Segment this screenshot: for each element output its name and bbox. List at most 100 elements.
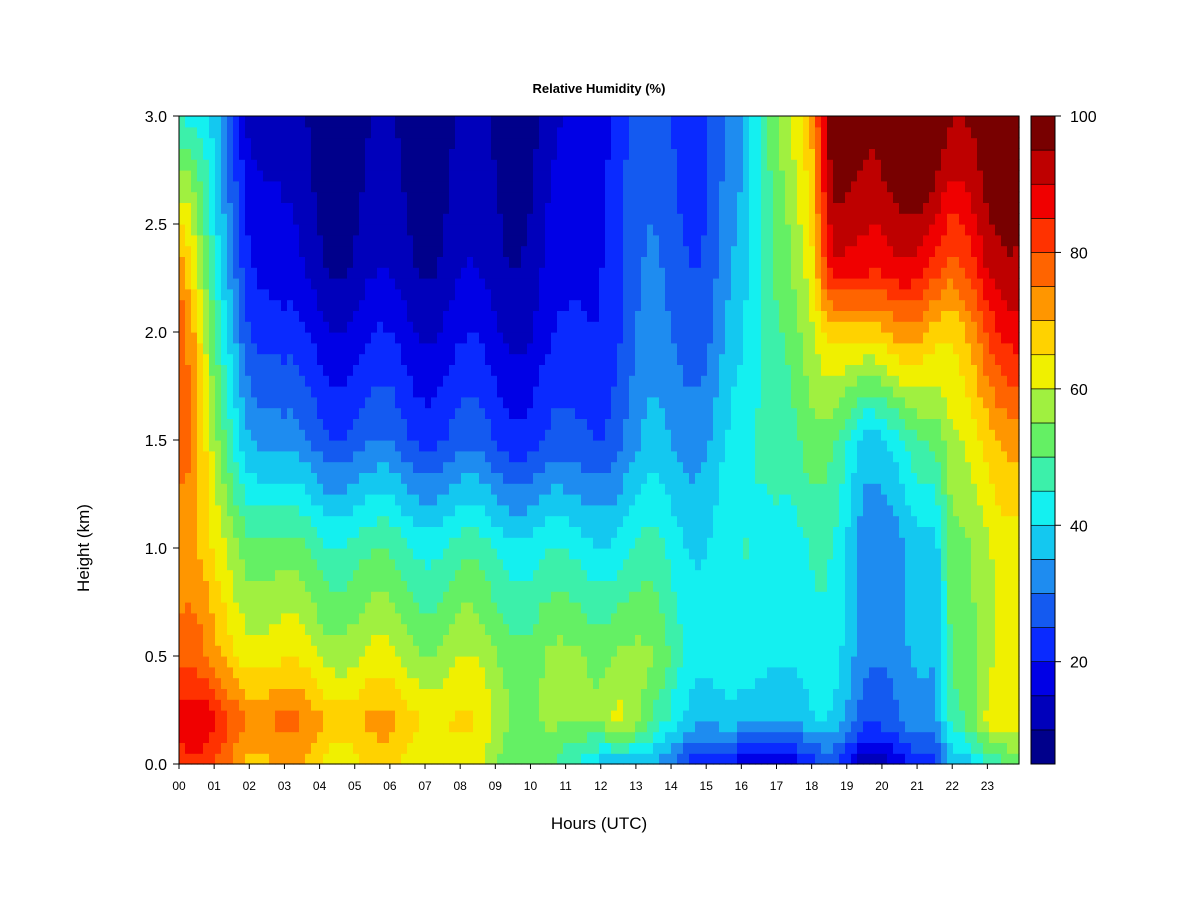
heatmap-cell bbox=[365, 224, 372, 236]
heatmap-cell bbox=[611, 148, 618, 160]
heatmap-cell bbox=[473, 483, 480, 495]
heatmap-cell bbox=[371, 213, 378, 225]
heatmap-cell bbox=[533, 623, 540, 635]
heatmap-cell bbox=[491, 742, 498, 754]
heatmap-cell bbox=[647, 742, 654, 754]
heatmap-cell bbox=[287, 278, 294, 290]
heatmap-cell bbox=[275, 364, 282, 376]
heatmap-cell bbox=[581, 429, 588, 441]
heatmap-cell bbox=[623, 321, 630, 333]
heatmap-cell bbox=[599, 278, 606, 290]
heatmap-cell bbox=[299, 407, 306, 419]
heatmap-cell bbox=[665, 483, 672, 495]
heatmap-cell bbox=[623, 148, 630, 160]
heatmap-cell bbox=[191, 180, 198, 193]
heatmap-cell bbox=[647, 548, 654, 560]
heatmap-cell bbox=[347, 688, 354, 700]
heatmap-cell bbox=[587, 666, 594, 679]
heatmap-cell bbox=[407, 483, 414, 495]
heatmap-cell bbox=[257, 634, 264, 646]
heatmap-cell bbox=[251, 666, 258, 679]
heatmap-cell bbox=[395, 245, 402, 257]
heatmap-cell bbox=[551, 386, 558, 398]
heatmap-cell bbox=[203, 234, 210, 247]
heatmap-cell bbox=[335, 677, 342, 689]
heatmap-cell bbox=[227, 245, 234, 257]
heatmap-cell bbox=[287, 407, 294, 419]
heatmap-cell bbox=[641, 202, 648, 214]
heatmap-cell bbox=[449, 180, 456, 193]
heatmap-cell bbox=[275, 483, 282, 495]
heatmap-cell bbox=[563, 558, 570, 571]
heatmap-cell bbox=[257, 656, 264, 668]
heatmap-cell bbox=[401, 602, 408, 614]
heatmap-cell bbox=[359, 364, 366, 376]
heatmap-cell bbox=[371, 710, 378, 722]
heatmap-cell bbox=[233, 731, 240, 743]
heatmap-cell bbox=[581, 191, 588, 203]
heatmap-cell bbox=[467, 753, 474, 765]
heatmap-cell bbox=[401, 256, 408, 268]
heatmap-cell bbox=[533, 137, 540, 149]
heatmap-cell bbox=[371, 116, 378, 128]
heatmap-cell bbox=[437, 483, 444, 495]
heatmap-cell bbox=[563, 180, 570, 193]
heatmap-cell bbox=[263, 256, 270, 268]
heatmap-cell bbox=[299, 353, 306, 365]
heatmap-cell bbox=[401, 396, 408, 409]
heatmap-cell bbox=[203, 710, 210, 722]
heatmap-cell bbox=[581, 537, 588, 549]
heatmap-cell bbox=[239, 580, 246, 592]
heatmap-cell bbox=[263, 137, 270, 149]
heatmap-cell bbox=[455, 342, 462, 355]
heatmap-cell bbox=[413, 472, 420, 484]
heatmap-cell bbox=[203, 213, 210, 225]
heatmap-cell bbox=[461, 634, 468, 646]
heatmap-cell bbox=[671, 440, 678, 452]
heatmap-cell bbox=[221, 213, 228, 225]
heatmap-cell bbox=[407, 645, 414, 657]
heatmap-cell bbox=[587, 450, 594, 463]
heatmap-cell bbox=[665, 656, 672, 668]
heatmap-cell bbox=[491, 299, 498, 311]
heatmap-cell bbox=[221, 386, 228, 398]
heatmap-cell bbox=[599, 645, 606, 657]
heatmap-cell bbox=[329, 321, 336, 333]
heatmap-cell bbox=[425, 386, 432, 398]
heatmap-cell bbox=[509, 526, 516, 538]
heatmap-cell bbox=[473, 407, 480, 419]
heatmap-cell bbox=[191, 731, 198, 743]
heatmap-cell bbox=[263, 742, 270, 754]
heatmap-cell bbox=[551, 526, 558, 538]
heatmap-cell bbox=[449, 342, 456, 355]
heatmap-cell bbox=[497, 677, 504, 689]
heatmap-cell bbox=[257, 569, 264, 581]
heatmap-cell bbox=[455, 634, 462, 646]
heatmap-cell bbox=[653, 310, 660, 322]
heatmap-cell bbox=[665, 537, 672, 549]
heatmap-cell bbox=[575, 537, 582, 549]
heatmap-cell bbox=[341, 440, 348, 452]
heatmap-cell bbox=[179, 429, 186, 441]
heatmap-cell bbox=[245, 213, 252, 225]
heatmap-cell bbox=[563, 310, 570, 322]
heatmap-cell bbox=[191, 677, 198, 689]
heatmap-cell bbox=[527, 548, 534, 560]
heatmap-cell bbox=[575, 202, 582, 214]
heatmap-cell bbox=[557, 364, 564, 376]
heatmap-cell bbox=[467, 494, 474, 506]
heatmap-cell bbox=[281, 742, 288, 754]
heatmap-cell bbox=[209, 558, 216, 571]
heatmap-cell bbox=[389, 537, 396, 549]
heatmap-cell bbox=[407, 418, 414, 430]
heatmap-cell bbox=[377, 278, 384, 290]
heatmap-cell bbox=[251, 548, 258, 560]
heatmap-cell bbox=[365, 450, 372, 463]
heatmap-cell bbox=[269, 170, 276, 182]
heatmap-cell bbox=[491, 699, 498, 711]
heatmap-cell bbox=[395, 450, 402, 463]
heatmap-cell bbox=[257, 753, 264, 765]
heatmap-cell bbox=[257, 332, 264, 344]
heatmap-cell bbox=[545, 310, 552, 322]
heatmap-cell bbox=[563, 191, 570, 203]
